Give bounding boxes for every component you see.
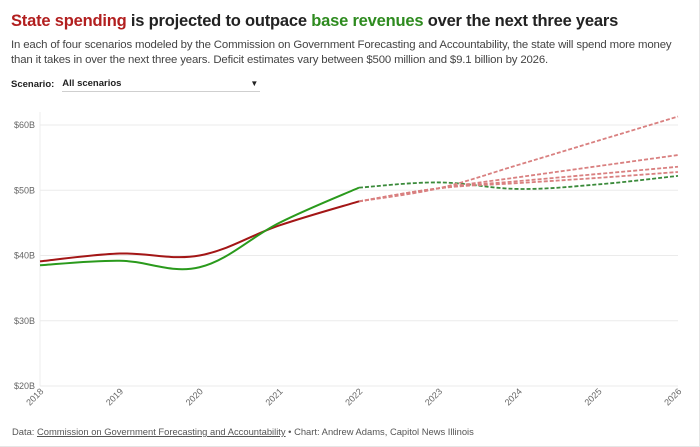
series-line-revenue-dashed[interactable] [358,175,679,190]
scenario-selected-value: All scenarios [62,78,122,89]
y-tick-label: $50B [14,185,35,195]
y-axis: $20B $30B $40B $50B $60B [14,120,35,391]
x-tick-label: 2025 [582,386,603,407]
series-line-spending-dashed[interactable] [358,165,679,203]
series-line-spending-dashed[interactable] [358,171,679,203]
y-tick-label: $60B [14,120,35,130]
x-tick-label: 2026 [662,386,683,407]
x-tick-label: 2024 [503,386,524,407]
x-axis: 2018 2019 2020 2021 2022 2023 2024 2025 2026 [24,386,683,407]
x-tick-label: 2019 [104,386,125,407]
chart-subtitle: In each of four scenarios modeled by the… [11,39,672,66]
chevron-down-icon[interactable]: ▼ [250,79,259,88]
title-revenue-highlight: base revenues [311,12,424,30]
y-tick-label: $30B [14,316,35,326]
grid-lines [39,112,678,387]
y-tick-label: $40B [14,251,35,261]
series-lines [39,115,679,271]
scenario-control: Scenario: All scenarios ▼ [11,76,261,92]
data-prefix: Data: [12,426,38,437]
title-text: is projected to outpace [126,12,312,30]
chart-title: State spending is projected to outpace b… [11,12,618,31]
source-link[interactable]: Commission on Government Forecasting and… [37,426,286,437]
footer-credits: Data: Commission on Government Forecasti… [12,426,474,437]
chart-credit: • Chart: Andrew Adams, Capitol News Illi… [285,426,474,437]
scenario-dropdown[interactable]: All scenarios ▼ [62,76,261,92]
series-line-spending-dashed[interactable] [358,115,679,203]
series-line-revenue-solid[interactable] [39,186,360,271]
x-tick-label: 2022 [343,386,364,407]
line-chart: $20B$30B$40B$50B$60B 2018 2019 2020 2021 202… [14,112,683,408]
title-spending-highlight: State spending [11,12,127,30]
scenario-label: Scenario: [11,78,55,90]
series-line-spending-solid[interactable] [39,200,360,263]
x-tick-label: 2021 [263,386,284,407]
x-tick-label: 2020 [184,386,205,407]
x-tick-label: 2023 [423,386,444,407]
title-text-end: over the next three years [423,12,619,30]
y-tick-label: $20B [14,381,35,391]
